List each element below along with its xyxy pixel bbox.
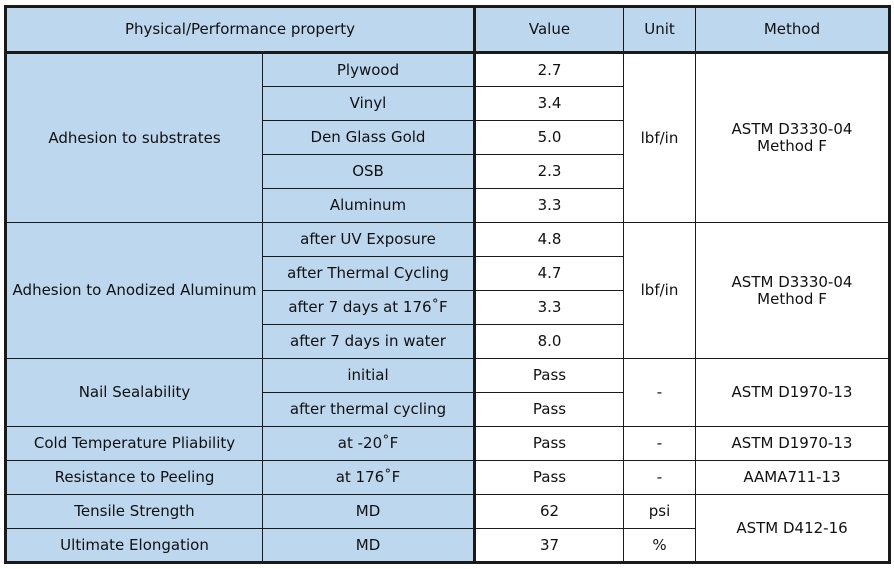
- value-cell: 3.4: [473, 86, 624, 121]
- value-cell: 3.3: [473, 188, 624, 223]
- value-cell: 2.3: [473, 154, 624, 189]
- table-row: Vinyl 3.4: [6, 86, 890, 121]
- header-unit: Unit: [623, 6, 696, 54]
- method-cell: ASTM D3330-04 Method F: [695, 222, 890, 359]
- method-cell: ASTM D1970-13: [695, 358, 890, 427]
- value-cell: 37: [473, 528, 624, 563]
- value-cell: Pass: [473, 392, 624, 427]
- property-cold-temperature: Cold Temperature Pliability: [5, 426, 263, 461]
- method-line: Method F: [757, 289, 827, 308]
- unit-cell: -: [623, 358, 696, 427]
- header-property: Physical/Performance property: [5, 6, 475, 54]
- value-cell: Pass: [473, 460, 624, 495]
- table-row: Resistance to Peeling at 176˚F Pass - AA…: [5, 460, 890, 495]
- value-cell: 4.7: [473, 256, 624, 291]
- property-table: Physical/Performance property Value Unit…: [4, 5, 891, 564]
- sub-property: OSB: [262, 154, 475, 189]
- sub-property: Plywood: [262, 52, 475, 87]
- table-row: Adhesion to Anodized Aluminum after UV E…: [5, 222, 890, 359]
- table-row: Ultimate Elongation MD 37 %: [5, 528, 890, 563]
- method-line: Method F: [757, 137, 827, 155]
- sub-property: Den Glass Gold: [262, 120, 475, 155]
- table-row: Cold Temperature Pliability at -20˚F Pas…: [5, 426, 890, 461]
- property-adhesion-anodized: Adhesion to Anodized Aluminum: [5, 222, 263, 359]
- unit-cell: lbf/in: [623, 222, 696, 359]
- table-row: Tensile Strength MD 62 psi ASTM D412-16: [5, 494, 890, 563]
- method-cell: ASTM D1970-13: [695, 426, 890, 461]
- value-cell: 5.0: [473, 120, 624, 155]
- method-cell: ASTM D412-16: [695, 494, 890, 563]
- table-row: Adhesion to substrates Plywood 2.7 lbf/i…: [5, 52, 890, 223]
- sub-property: MD: [262, 528, 475, 563]
- value-cell: Pass: [473, 358, 624, 393]
- sub-property: after Thermal Cycling: [262, 256, 475, 291]
- unit-cell: psi: [623, 494, 696, 529]
- sub-property: after thermal cycling: [262, 392, 475, 427]
- method-line: ASTM D3330-04: [731, 120, 853, 138]
- property-nail-sealability: Nail Sealability: [5, 358, 263, 427]
- value-cell: 4.8: [473, 222, 624, 257]
- sub-property: Aluminum: [262, 188, 475, 223]
- property-ultimate-elongation: Ultimate Elongation: [5, 528, 263, 563]
- table-row: Nail Sealability initial Pass - ASTM D19…: [5, 358, 890, 427]
- sub-property: after UV Exposure: [262, 222, 475, 257]
- value-cell: 2.7: [473, 52, 624, 87]
- method-cell: AAMA711-13: [695, 460, 890, 495]
- sub-property: at -20˚F: [262, 426, 475, 461]
- table-header-row: Physical/Performance property Value Unit…: [5, 6, 890, 54]
- table-row: after thermal cycling Pass: [6, 392, 890, 427]
- header-method: Method: [695, 6, 890, 54]
- value-cell: Pass: [473, 426, 624, 461]
- sub-property: after 7 days in water: [262, 324, 475, 359]
- header-value: Value: [473, 6, 624, 54]
- sub-property: initial: [262, 358, 475, 393]
- method-cell: ASTM D3330-04 Method F: [695, 52, 890, 223]
- property-resistance-peeling: Resistance to Peeling: [5, 460, 263, 495]
- unit-cell: %: [623, 528, 696, 563]
- property-adhesion-substrates: Adhesion to substrates: [5, 52, 263, 223]
- unit-cell: lbf/in: [623, 52, 696, 223]
- sub-property: at 176˚F: [262, 460, 475, 495]
- table-row: after Thermal Cycling 4.7: [6, 256, 890, 291]
- unit-cell: -: [623, 460, 696, 495]
- value-cell: 8.0: [473, 324, 624, 359]
- sub-property: after 7 days at 176˚F: [262, 290, 475, 325]
- property-tensile-strength: Tensile Strength: [5, 494, 263, 529]
- value-cell: 3.3: [473, 290, 624, 325]
- sub-property: Vinyl: [262, 86, 475, 121]
- table-row: OSB 2.3: [6, 154, 890, 189]
- table-row: after 7 days at 176˚F 3.3: [6, 290, 890, 325]
- sub-property: MD: [262, 494, 475, 529]
- table-row: after 7 days in water 8.0: [6, 324, 890, 359]
- unit-cell: -: [623, 426, 696, 461]
- property-table-wrapper: Physical/Performance property Value Unit…: [4, 5, 891, 564]
- method-line: ASTM D3330-04: [731, 272, 853, 291]
- table-row: Aluminum 3.3: [6, 188, 890, 223]
- value-cell: 62: [473, 494, 624, 529]
